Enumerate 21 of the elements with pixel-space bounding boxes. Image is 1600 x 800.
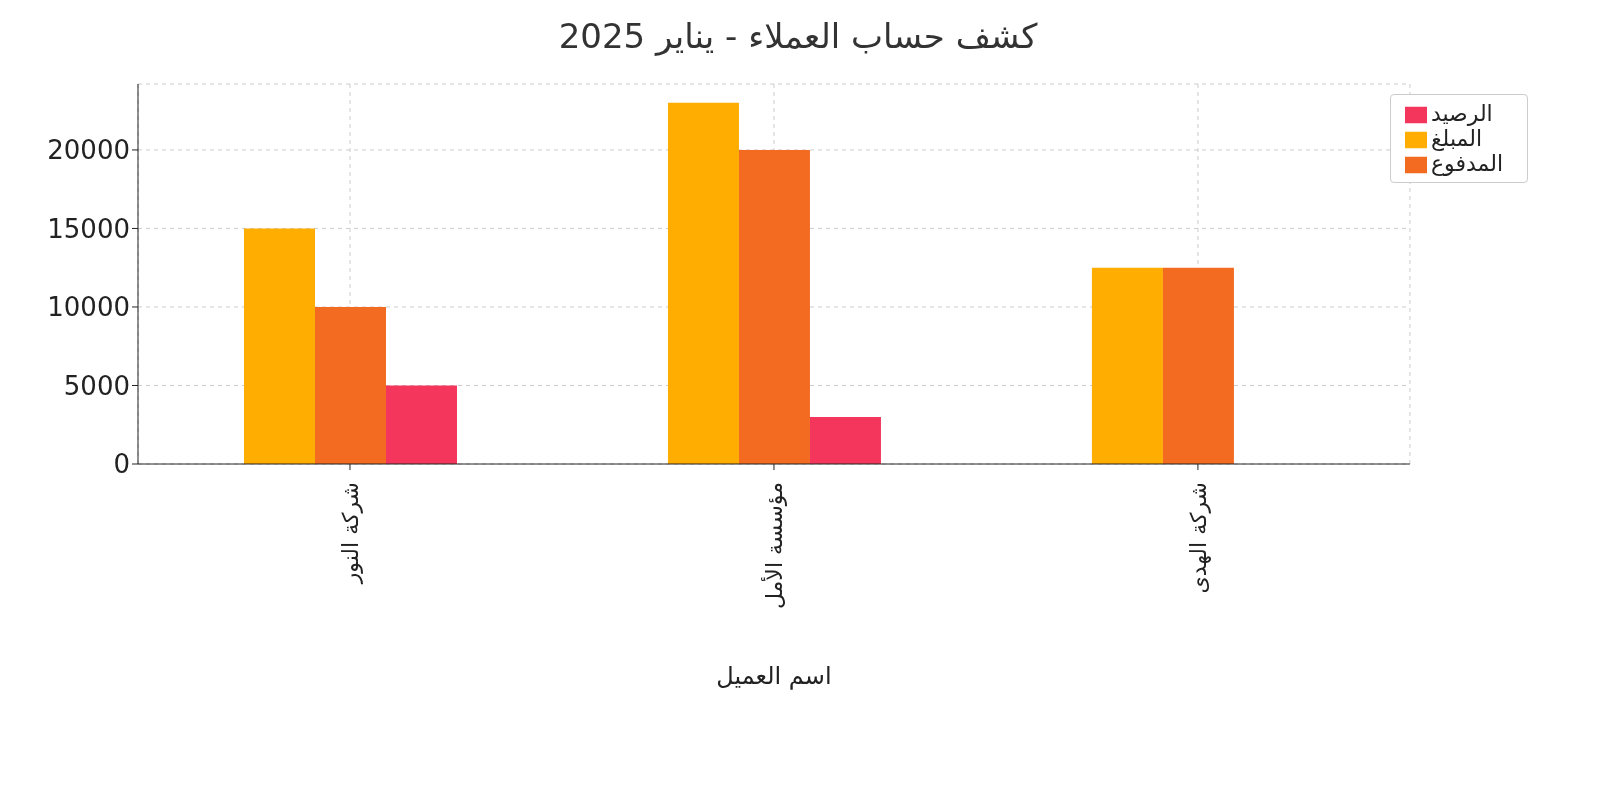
bar [1162, 267, 1234, 464]
chart-title: كشف حساب العملاء - يناير 2025 [557, 15, 1039, 58]
bar [243, 228, 315, 464]
bar [738, 149, 810, 464]
bar [1091, 267, 1163, 464]
y-tick-label: 20000 [47, 135, 130, 166]
bar [667, 102, 739, 464]
legend-label: الرصيد [1430, 101, 1493, 126]
y-tick-label: 0 [113, 449, 130, 480]
y-tick-label: 5000 [63, 370, 130, 401]
y-tick-label: 10000 [47, 292, 130, 323]
legend-label: المبلغ [1430, 126, 1483, 151]
bar [385, 385, 457, 464]
y-tick-label: 15000 [47, 213, 130, 244]
legend-label: المدفوع [1430, 151, 1503, 176]
x-axis-title: اسم العميل [716, 662, 832, 690]
x-tick-label: مؤسسة الأمل [760, 482, 787, 610]
x-tick-label: شركة النور [337, 482, 363, 585]
bar [809, 416, 881, 464]
x-tick-label: شركة الهدى [1185, 482, 1211, 594]
bar [314, 306, 386, 464]
